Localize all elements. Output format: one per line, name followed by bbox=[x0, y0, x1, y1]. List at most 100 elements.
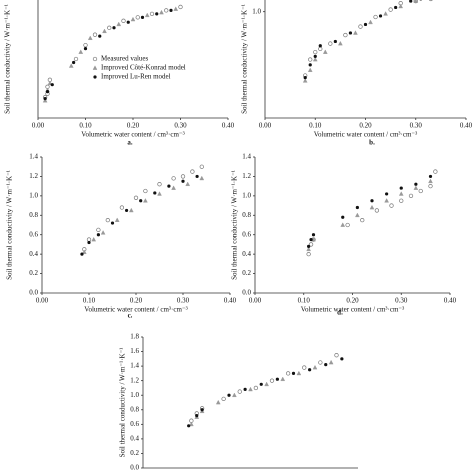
point bbox=[189, 421, 194, 427]
point bbox=[308, 63, 312, 67]
point bbox=[78, 49, 84, 54]
point bbox=[83, 46, 88, 51]
point bbox=[303, 76, 307, 80]
point bbox=[296, 370, 302, 376]
point bbox=[302, 365, 307, 370]
point bbox=[259, 382, 263, 386]
point bbox=[318, 44, 322, 48]
point bbox=[428, 174, 433, 179]
point bbox=[355, 205, 359, 210]
point bbox=[355, 212, 360, 218]
point bbox=[311, 233, 316, 237]
y-tick-label: 1.0 bbox=[29, 191, 38, 199]
point bbox=[159, 9, 164, 15]
point bbox=[280, 376, 286, 382]
point bbox=[348, 31, 353, 35]
point bbox=[43, 96, 47, 101]
point bbox=[324, 363, 328, 367]
point bbox=[232, 392, 237, 398]
point bbox=[178, 4, 183, 10]
caption: c. bbox=[128, 312, 133, 320]
point bbox=[200, 408, 204, 412]
point bbox=[133, 195, 139, 200]
point bbox=[368, 19, 373, 25]
x-tick-label: 0.10 bbox=[298, 297, 311, 305]
x-tick-label: 0.00 bbox=[259, 122, 272, 130]
y-tick-label: 1.4 bbox=[29, 153, 38, 161]
point bbox=[149, 11, 155, 17]
point bbox=[308, 242, 314, 247]
point bbox=[126, 20, 130, 24]
point bbox=[221, 396, 226, 402]
point bbox=[428, 0, 433, 2]
point bbox=[307, 67, 313, 72]
legend-label: Improved Côté-Konrad model bbox=[101, 64, 186, 72]
point bbox=[157, 191, 162, 196]
point bbox=[409, 0, 413, 3]
point bbox=[306, 246, 311, 252]
point bbox=[92, 32, 98, 37]
y-tick-label: 0.8 bbox=[242, 211, 251, 219]
point bbox=[199, 164, 204, 169]
point bbox=[128, 207, 134, 213]
y-tick-label: 0.0 bbox=[130, 464, 139, 472]
point bbox=[180, 174, 186, 179]
point bbox=[143, 188, 148, 194]
x-tick-label: 0.10 bbox=[83, 297, 96, 305]
legend-marker bbox=[92, 65, 98, 70]
point bbox=[237, 389, 242, 394]
point bbox=[309, 237, 313, 242]
point bbox=[334, 353, 339, 358]
point bbox=[227, 393, 231, 397]
y-tick-label: 1.0 bbox=[252, 7, 261, 15]
y-tick-label: 0.4 bbox=[242, 250, 251, 258]
point bbox=[413, 0, 419, 3]
x-tick-label: 0.00 bbox=[32, 122, 45, 130]
point bbox=[413, 185, 419, 190]
point bbox=[42, 98, 48, 103]
point bbox=[102, 28, 107, 34]
point bbox=[167, 184, 171, 188]
point bbox=[155, 12, 159, 16]
point bbox=[248, 386, 253, 392]
point bbox=[374, 208, 380, 213]
y-tick-label: 0.6 bbox=[242, 230, 251, 238]
point bbox=[275, 377, 279, 381]
y-tick-label: 0.8 bbox=[29, 211, 38, 219]
point bbox=[338, 40, 343, 46]
x-tick-label: 0.20 bbox=[127, 122, 140, 130]
y-tick-label: 1.4 bbox=[242, 153, 251, 161]
point bbox=[341, 215, 345, 219]
point bbox=[385, 192, 389, 196]
point bbox=[185, 181, 191, 186]
point bbox=[144, 12, 150, 18]
point bbox=[87, 240, 91, 245]
point bbox=[388, 7, 393, 12]
y-axis-label: Soil thermal conductivity / W·m⁻¹·K⁻¹ bbox=[241, 4, 249, 114]
legend-label: Improved Lu-Ren model bbox=[101, 73, 171, 81]
y-tick-label: 0.4 bbox=[29, 250, 38, 258]
x-tick-label: 0.30 bbox=[174, 122, 187, 130]
point bbox=[195, 414, 199, 418]
point bbox=[308, 368, 312, 372]
point bbox=[135, 15, 140, 20]
y-axis-label: Soil thermal conductivity / W·m⁻¹·K⁻¹ bbox=[231, 170, 239, 280]
y-tick-label: 0.2 bbox=[242, 269, 251, 277]
point bbox=[312, 364, 318, 370]
point bbox=[307, 244, 311, 248]
point bbox=[87, 35, 93, 40]
point bbox=[345, 222, 350, 228]
point bbox=[340, 222, 346, 227]
y-tick-label: 1.0 bbox=[242, 191, 251, 199]
x-tick-label: 0.30 bbox=[410, 122, 423, 130]
point bbox=[399, 186, 403, 190]
y-axis-label: Soil thermal conductivity / W·m⁻¹·K⁻¹ bbox=[119, 348, 127, 458]
point bbox=[408, 193, 414, 199]
point bbox=[116, 21, 122, 27]
point bbox=[125, 208, 129, 213]
x-tick-label: 0.40 bbox=[460, 122, 473, 130]
x-tick-label: 0.30 bbox=[177, 297, 190, 305]
point bbox=[340, 357, 344, 361]
x-tick-label: 0.00 bbox=[249, 297, 262, 305]
x-tick-label: 0.20 bbox=[359, 122, 372, 130]
